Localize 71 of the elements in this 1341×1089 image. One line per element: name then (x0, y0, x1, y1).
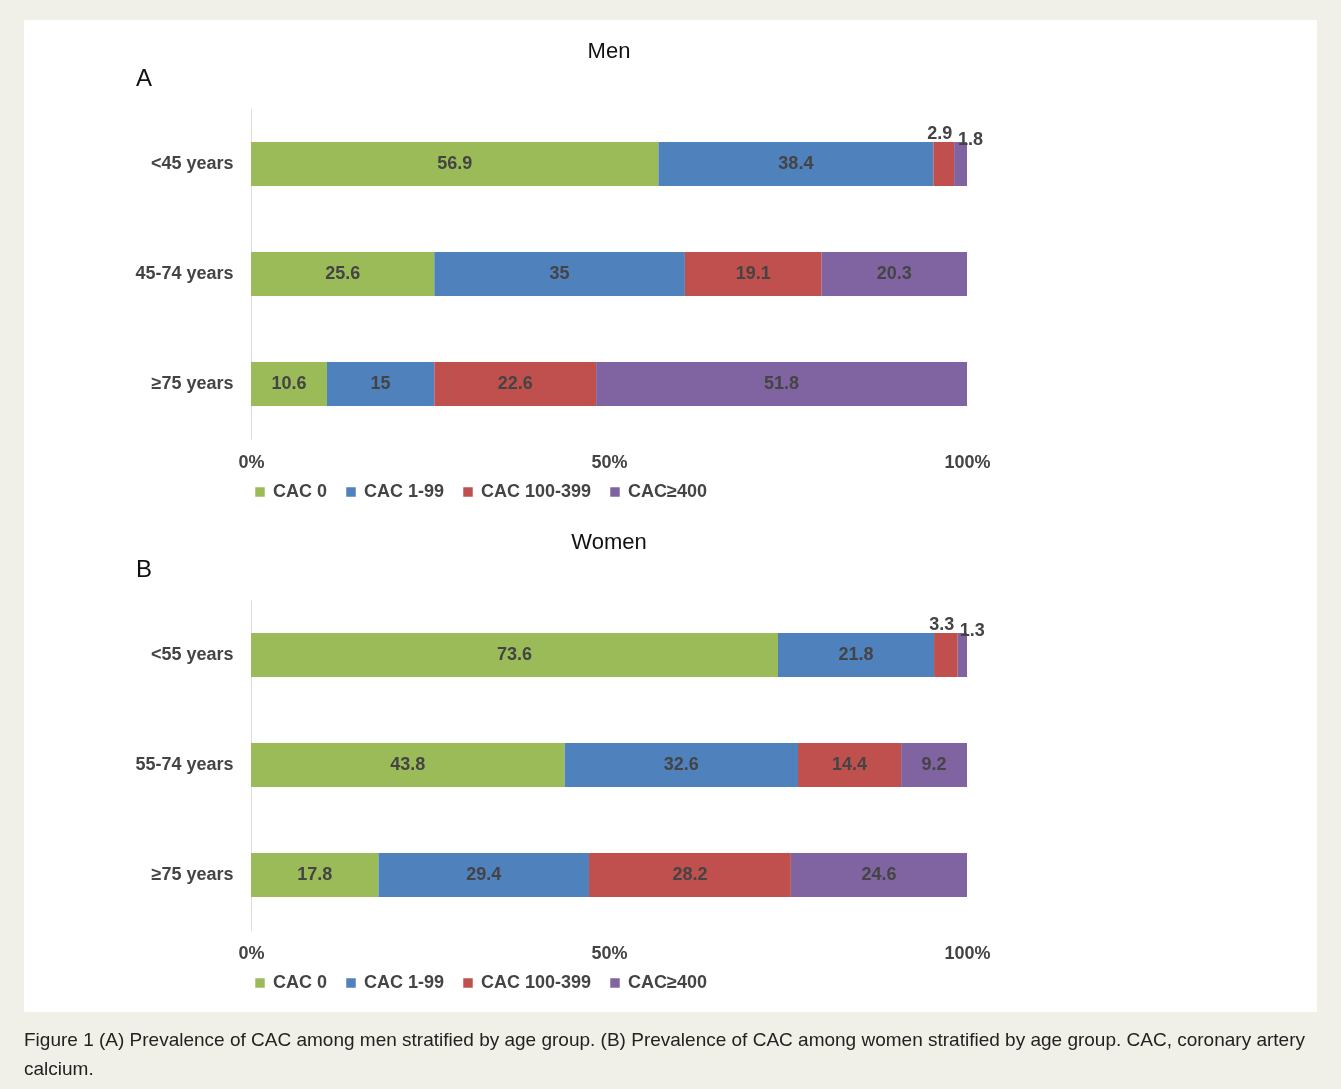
data-label: 73.6 (496, 644, 533, 664)
data-label: 17.8 (297, 864, 333, 884)
bar (251, 853, 379, 897)
y-tick-label: 55-74 years (135, 754, 234, 774)
data-label: 24.6 (861, 864, 897, 884)
data-label: 43.8 (390, 754, 426, 774)
bar (901, 743, 967, 787)
y-tick-label: ≥75 years (151, 864, 234, 884)
x-tick-label: 50% (591, 942, 628, 963)
bar (684, 252, 822, 296)
data-label: 1.8 (958, 129, 984, 149)
bar (790, 853, 967, 897)
legend-label: CAC 0 (273, 481, 328, 501)
legend-label: CAC 1-99 (364, 481, 445, 501)
bar (434, 252, 685, 296)
bar (251, 633, 778, 677)
data-label: 20.3 (876, 263, 912, 283)
y-tick-label: <55 years (150, 644, 234, 664)
data-label: 14.4 (832, 754, 868, 774)
caption: Figure 1 (A) Prevalence of CAC among men stratified by age group. (B) Prevalence of CAC among women stratified by age group. CAC, coronary artery calcium. (24, 1028, 1306, 1081)
data-label: 35 (549, 263, 570, 283)
x-tick-label: 0% (238, 451, 265, 472)
bar (821, 252, 967, 296)
bar (434, 362, 597, 406)
x-tick-label: 50% (591, 451, 628, 472)
data-label: 2.9 (927, 123, 953, 143)
legend-label: CAC≥400 (628, 972, 707, 992)
x-tick-label: 100% (944, 942, 991, 963)
bar (326, 362, 435, 406)
legend-label: CAC 0 (273, 972, 328, 992)
data-label: 32.6 (663, 754, 699, 774)
data-label: 28.2 (672, 864, 708, 884)
bar (777, 633, 935, 677)
data-label: 9.2 (921, 754, 947, 774)
y-tick-label: ≥75 years (151, 373, 234, 393)
text: B (136, 555, 153, 582)
bar (251, 142, 659, 186)
data-label: 3.3 (929, 614, 955, 634)
legend-label: CAC≥400 (628, 481, 707, 501)
data-label: 10.6 (271, 373, 307, 393)
bar (588, 853, 791, 897)
chart-title: Women (571, 529, 647, 554)
bar (564, 743, 799, 787)
bar (658, 142, 934, 186)
bar (933, 142, 955, 186)
data-label: 1.3 (959, 620, 985, 640)
data-label: 29.4 (466, 864, 502, 884)
data-label: 21.8 (838, 644, 874, 664)
text: A (136, 64, 153, 91)
bar (934, 633, 958, 677)
chart-title: Men (587, 38, 631, 63)
legend-label: CAC 1-99 (364, 972, 445, 992)
y-tick-label: 45-74 years (135, 263, 234, 283)
y-tick-label: <45 years (150, 153, 234, 173)
legend-label: CAC 100-399 (481, 972, 592, 992)
x-tick-label: 0% (238, 942, 265, 963)
data-label: 51.8 (764, 373, 800, 393)
data-label: 22.6 (497, 373, 533, 393)
bar (798, 743, 902, 787)
data-label: 25.6 (325, 263, 361, 283)
bar (251, 362, 327, 406)
x-tick-label: 100% (944, 451, 991, 472)
legend-label: CAC 100-399 (481, 481, 592, 501)
bar (251, 743, 565, 787)
bar (596, 362, 967, 406)
bar (251, 252, 435, 296)
bar (378, 853, 589, 897)
data-label: 19.1 (735, 263, 771, 283)
data-label: 15 (370, 373, 391, 393)
data-label: 38.4 (778, 153, 814, 173)
data-label: 56.9 (437, 153, 473, 173)
